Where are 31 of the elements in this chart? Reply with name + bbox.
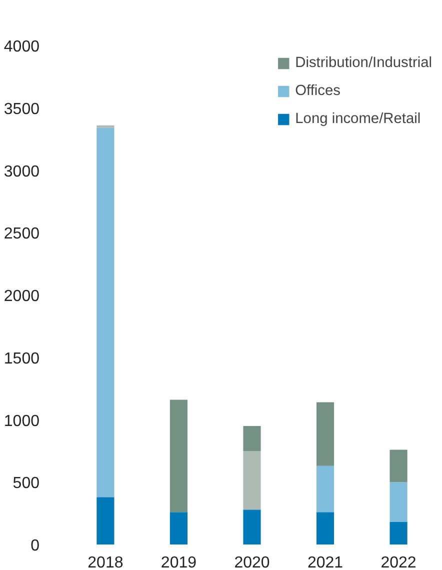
bar [96,128,114,498]
y-tick-label: 2000 [4,288,40,305]
y-tick-label: 4000 [4,38,40,56]
y-tick-label: 500 [12,475,40,492]
x-tick-label: 2018 [88,554,124,570]
x-tick-label: 2022 [380,554,416,570]
bar [96,125,114,128]
y-tick-label: 1000 [4,412,40,430]
y-tick-label: 1500 [4,350,40,368]
bar [390,450,408,482]
x-tick-label: 2019 [160,554,197,570]
bar [316,466,334,512]
x-tick-label: 2020 [234,554,270,570]
bar [390,522,408,544]
bar [243,450,261,510]
bar [316,402,334,466]
legend-label: Distribution/Industrial [295,55,432,71]
legend-label: Offices [295,83,340,99]
y-tick-label: 3500 [4,100,40,118]
bar [390,482,408,522]
legend-label: Long income/Retail [295,111,421,127]
x-tick-label: 2021 [307,554,344,570]
y-tick-label: 0 [30,538,40,554]
bar [316,512,334,544]
bar [96,497,114,544]
bar [243,426,261,451]
bar [243,510,261,544]
y-tick-label: 3000 [4,163,40,180]
bar [170,400,188,512]
y-tick-label: 2500 [4,226,40,243]
bar [170,512,188,544]
